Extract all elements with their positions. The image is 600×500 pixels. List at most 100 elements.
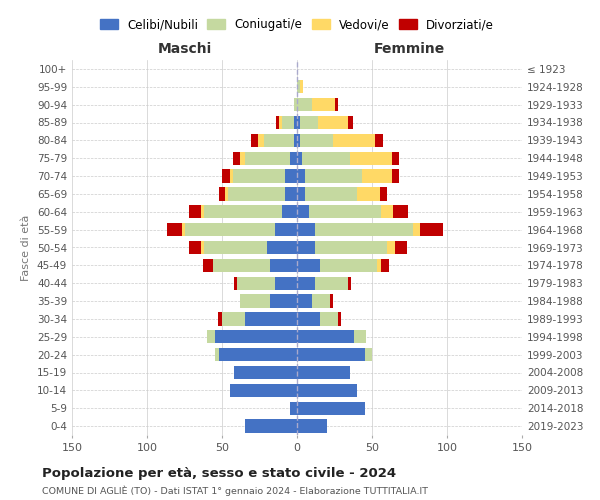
Bar: [234, 276, 237, 290]
Bar: [297, 205, 309, 218]
Bar: [297, 420, 327, 433]
Bar: [270, 294, 297, 308]
Bar: [377, 258, 381, 272]
Bar: [240, 294, 270, 308]
Bar: [348, 276, 351, 290]
Bar: [365, 348, 372, 362]
Bar: [204, 241, 267, 254]
Bar: [348, 116, 353, 129]
Bar: [330, 294, 333, 308]
Bar: [264, 134, 294, 147]
Bar: [275, 276, 297, 290]
Bar: [381, 205, 393, 218]
Bar: [354, 330, 366, 344]
Bar: [300, 134, 333, 147]
Bar: [361, 170, 392, 183]
Bar: [297, 348, 365, 362]
Y-axis label: Fasce di età: Fasce di età: [22, 214, 31, 280]
Bar: [297, 366, 349, 379]
Bar: [297, 330, 354, 344]
Bar: [393, 205, 408, 218]
Bar: [215, 348, 219, 362]
Bar: [233, 170, 285, 183]
Bar: [294, 134, 297, 147]
Bar: [302, 152, 349, 165]
Bar: [320, 312, 337, 326]
Bar: [312, 98, 335, 112]
Bar: [189, 241, 201, 254]
Bar: [318, 116, 348, 129]
Legend: Celibi/Nubili, Coniugati/e, Vedovi/e, Divorziati/e: Celibi/Nubili, Coniugati/e, Vedovi/e, Di…: [95, 14, 499, 36]
Bar: [229, 170, 233, 183]
Bar: [222, 312, 245, 326]
Bar: [290, 402, 297, 415]
Bar: [219, 187, 225, 200]
Bar: [315, 223, 413, 236]
Bar: [258, 134, 264, 147]
Bar: [189, 205, 201, 218]
Bar: [245, 420, 297, 433]
Bar: [297, 241, 315, 254]
Bar: [392, 152, 399, 165]
Bar: [251, 134, 258, 147]
Bar: [267, 241, 297, 254]
Bar: [297, 134, 300, 147]
Bar: [333, 134, 375, 147]
Bar: [297, 258, 320, 272]
Bar: [167, 223, 182, 236]
Text: Maschi: Maschi: [157, 42, 212, 56]
Bar: [297, 294, 312, 308]
Bar: [285, 170, 297, 183]
Bar: [297, 80, 300, 94]
Bar: [201, 241, 204, 254]
Bar: [297, 276, 315, 290]
Text: COMUNE DI AGLIÈ (TO) - Dati ISTAT 1° gennaio 2024 - Elaborazione TUTTITALIA.IT: COMUNE DI AGLIÈ (TO) - Dati ISTAT 1° gen…: [42, 485, 428, 496]
Bar: [270, 258, 297, 272]
Bar: [380, 187, 387, 200]
Bar: [182, 223, 185, 236]
Bar: [204, 205, 282, 218]
Bar: [290, 152, 297, 165]
Bar: [395, 241, 407, 254]
Bar: [297, 223, 315, 236]
Bar: [294, 98, 297, 112]
Bar: [309, 205, 381, 218]
Bar: [337, 312, 341, 326]
Bar: [297, 116, 300, 129]
Bar: [320, 258, 377, 272]
Bar: [300, 80, 303, 94]
Bar: [297, 384, 357, 397]
Bar: [207, 330, 215, 344]
Bar: [222, 170, 229, 183]
Bar: [375, 134, 383, 147]
Bar: [276, 116, 279, 129]
Bar: [233, 152, 240, 165]
Bar: [237, 276, 275, 290]
Bar: [305, 170, 361, 183]
Bar: [349, 152, 392, 165]
Bar: [282, 116, 294, 129]
Bar: [312, 294, 330, 308]
Bar: [297, 402, 365, 415]
Bar: [315, 241, 387, 254]
Bar: [234, 366, 297, 379]
Bar: [218, 312, 222, 326]
Bar: [219, 348, 297, 362]
Bar: [275, 223, 297, 236]
Bar: [297, 312, 320, 326]
Bar: [387, 241, 395, 254]
Bar: [381, 258, 389, 272]
Bar: [279, 116, 282, 129]
Bar: [215, 330, 297, 344]
Bar: [213, 258, 270, 272]
Bar: [229, 384, 297, 397]
Bar: [185, 223, 275, 236]
Bar: [420, 223, 443, 236]
Bar: [240, 152, 245, 165]
Bar: [228, 187, 285, 200]
Bar: [297, 187, 305, 200]
Bar: [357, 187, 380, 200]
Bar: [245, 312, 297, 326]
Bar: [297, 152, 302, 165]
Bar: [285, 187, 297, 200]
